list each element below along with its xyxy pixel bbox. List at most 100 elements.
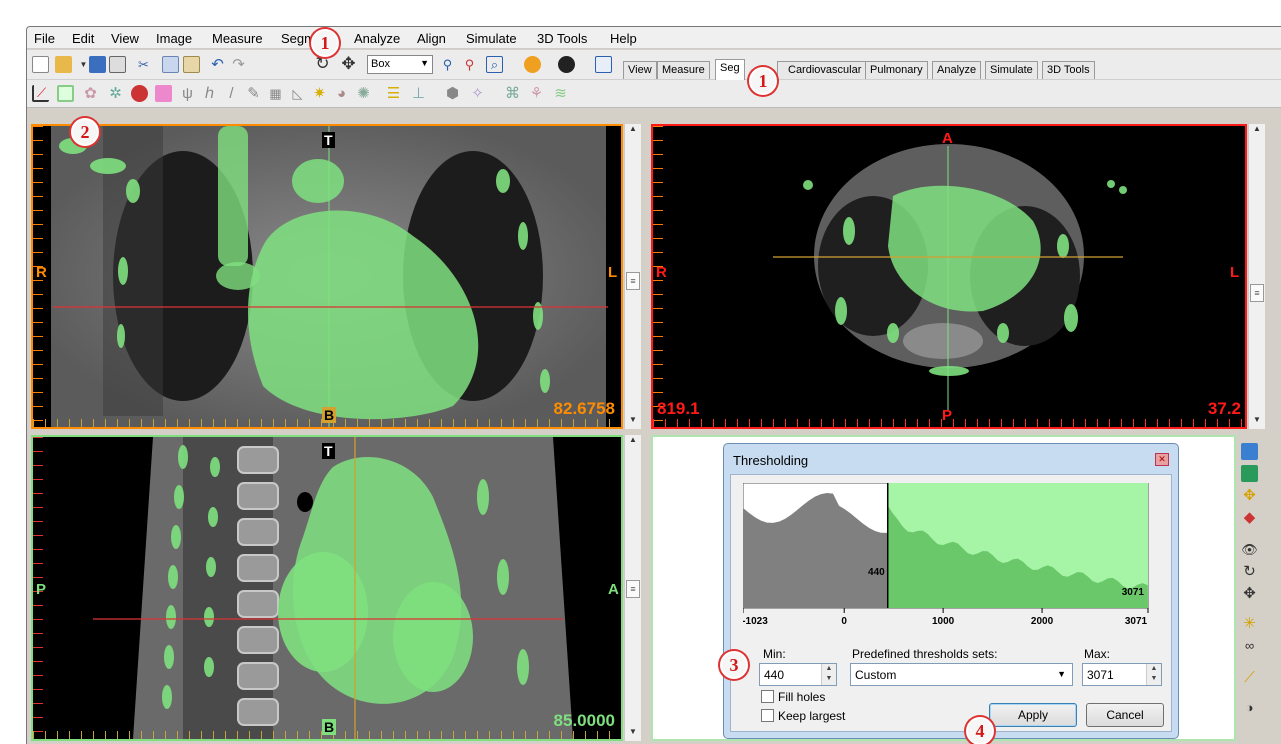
- morphology-icon[interactable]: ψ: [182, 85, 193, 102]
- mask-split-icon[interactable]: ⚘: [529, 85, 544, 102]
- undo-icon[interactable]: ↶: [211, 56, 224, 73]
- region-grow-icon[interactable]: ✿: [84, 85, 97, 102]
- scroll-thumb[interactable]: ≡: [626, 580, 640, 598]
- tab-pulmonary[interactable]: Pulmonary: [865, 61, 928, 79]
- menu-align[interactable]: Align: [417, 31, 446, 46]
- save-icon[interactable]: [89, 56, 106, 73]
- menu-analyze[interactable]: Analyze: [354, 31, 401, 46]
- rotate-icon[interactable]: ↻: [315, 54, 330, 73]
- rotate-3d-icon[interactable]: ↻: [1243, 563, 1256, 580]
- close-icon[interactable]: ✕: [1155, 453, 1169, 466]
- mask-ops-icon[interactable]: ⌘: [505, 85, 520, 102]
- scroll-up-icon[interactable]: ▲: [1253, 124, 1261, 133]
- fill-holes-checkbox[interactable]: Fill holes: [761, 690, 825, 704]
- menu-help[interactable]: Help: [610, 31, 637, 46]
- tab-cardiovascular[interactable]: Cardiovascular: [777, 61, 867, 79]
- split-mask-icon[interactable]: ✲: [109, 85, 122, 102]
- cube-icon[interactable]: ⬢: [445, 85, 460, 102]
- menu-simulate[interactable]: Simulate: [466, 31, 517, 46]
- histogram-chart-icon[interactable]: ⟋: [32, 85, 49, 102]
- dynamic-region-icon[interactable]: ◕: [336, 85, 347, 102]
- pencil-icon[interactable]: ✎: [247, 85, 260, 102]
- max-spinner[interactable]: ▲ ▼: [1146, 664, 1161, 685]
- flood-fill-icon[interactable]: ✺: [357, 85, 370, 102]
- view-3d-icon[interactable]: [1241, 443, 1258, 460]
- color-planes-icon[interactable]: ◆: [1243, 509, 1256, 526]
- sagittal-scrollbar[interactable]: ▲ ≡ ▼: [624, 435, 641, 741]
- checkbox-box[interactable]: [761, 709, 774, 722]
- calc-3d-icon[interactable]: ▦: [269, 86, 282, 101]
- orthogonal-planes-icon[interactable]: ✥: [1243, 487, 1256, 504]
- tab-analyze[interactable]: Analyze: [932, 61, 982, 79]
- menu-view[interactable]: View: [111, 31, 139, 46]
- tab-segmentation[interactable]: Seg: [715, 59, 745, 80]
- threshold-icon[interactable]: [57, 85, 74, 102]
- pan-icon[interactable]: ✥: [341, 54, 356, 73]
- menu-edit[interactable]: Edit: [72, 31, 95, 46]
- redo-icon[interactable]: ↷: [232, 56, 245, 73]
- layout-icon[interactable]: [595, 56, 612, 73]
- min-spinner[interactable]: ▲ ▼: [821, 664, 836, 685]
- help-icon[interactable]: [558, 56, 575, 73]
- scroll-thumb[interactable]: ≡: [626, 272, 640, 290]
- threshold-histogram[interactable]: 440 3071 -1023 0 1000 2000 3071: [743, 483, 1163, 633]
- menu-image[interactable]: Image: [156, 31, 193, 46]
- tag-icon[interactable]: ✧: [471, 85, 484, 102]
- cube-view-icon[interactable]: [1241, 465, 1258, 482]
- scroll-up-icon[interactable]: ▲: [629, 435, 637, 444]
- menu-file[interactable]: File: [34, 31, 55, 46]
- zoom-fit-icon[interactable]: ⌕: [486, 56, 503, 73]
- scroll-up-icon[interactable]: ▲: [629, 124, 637, 133]
- mask-color-icon[interactable]: [131, 85, 148, 102]
- export-icon[interactable]: ⊥: [411, 85, 426, 102]
- preset-select[interactable]: Custom ▼: [850, 663, 1073, 686]
- eye-icon[interactable]: 👁: [1241, 542, 1258, 557]
- stack-icon[interactable]: ☰: [386, 85, 401, 102]
- menu-measure[interactable]: Measure: [212, 31, 263, 46]
- edit-mask-icon[interactable]: [155, 85, 172, 102]
- min-threshold-input[interactable]: 440 ▲ ▼: [759, 663, 837, 686]
- interaction-mode-select[interactable]: Box ▼: [367, 55, 433, 74]
- tab-view[interactable]: View: [623, 61, 657, 79]
- open-folder-icon[interactable]: [55, 56, 72, 73]
- keep-largest-checkbox[interactable]: Keep largest: [761, 709, 845, 723]
- glasses-icon[interactable]: ∞: [1244, 638, 1255, 653]
- camera-icon[interactable]: ◑: [1245, 700, 1254, 715]
- cancel-button[interactable]: Cancel: [1086, 703, 1164, 727]
- dropdown-arrow-icon[interactable]: ▼: [79, 59, 88, 69]
- boolean-icon[interactable]: ℎ: [204, 85, 215, 102]
- pan-3d-icon[interactable]: ✥: [1243, 585, 1256, 602]
- scroll-thumb[interactable]: ≡: [1250, 284, 1264, 302]
- axial-scrollbar[interactable]: ▲ ≡ ▼: [1248, 124, 1265, 429]
- scroll-down-icon[interactable]: ▼: [629, 415, 637, 424]
- apply-button[interactable]: Apply: [989, 703, 1077, 727]
- tab-simulate[interactable]: Simulate: [985, 61, 1038, 79]
- axes-icon[interactable]: ✳: [1243, 615, 1256, 632]
- tab-3d-tools[interactable]: 3D Tools: [1042, 61, 1095, 79]
- max-threshold-input[interactable]: 3071 ▲ ▼: [1082, 663, 1162, 686]
- paste-icon[interactable]: [183, 56, 200, 73]
- zoom-reset-icon[interactable]: ⚲: [464, 57, 475, 72]
- zoom-icon[interactable]: ⚲: [442, 57, 453, 72]
- chart-3d-icon[interactable]: ⟋: [1244, 669, 1255, 686]
- menu-3d-tools[interactable]: 3D Tools: [537, 31, 588, 46]
- tab-measure[interactable]: Measure: [657, 61, 710, 79]
- axial-viewport[interactable]: A P R L 819.1 37.2: [651, 124, 1247, 429]
- wrap-icon[interactable]: ◺: [292, 86, 303, 101]
- checkbox-box[interactable]: [761, 690, 774, 703]
- mask-merge-icon[interactable]: ≋: [554, 85, 567, 102]
- print-icon[interactable]: [109, 56, 126, 73]
- new-file-icon[interactable]: [32, 56, 49, 73]
- coronal-viewport[interactable]: T B R L 82.6758: [31, 124, 623, 429]
- orientation-right-label: L: [608, 264, 618, 281]
- cut-icon[interactable]: ✂: [138, 57, 149, 72]
- line-icon[interactable]: /: [229, 85, 234, 102]
- coronal-scrollbar[interactable]: ▲ ≡ ▼: [624, 124, 641, 429]
- scroll-down-icon[interactable]: ▼: [1253, 415, 1261, 424]
- scroll-down-icon[interactable]: ▼: [629, 727, 637, 736]
- info-icon[interactable]: [524, 56, 541, 73]
- copy-icon[interactable]: [162, 56, 179, 73]
- sagittal-viewport[interactable]: T B P A 85.0000: [31, 435, 623, 741]
- menu-segmentation[interactable]: Segm: [281, 31, 315, 46]
- smooth-icon[interactable]: ✷: [313, 85, 326, 102]
